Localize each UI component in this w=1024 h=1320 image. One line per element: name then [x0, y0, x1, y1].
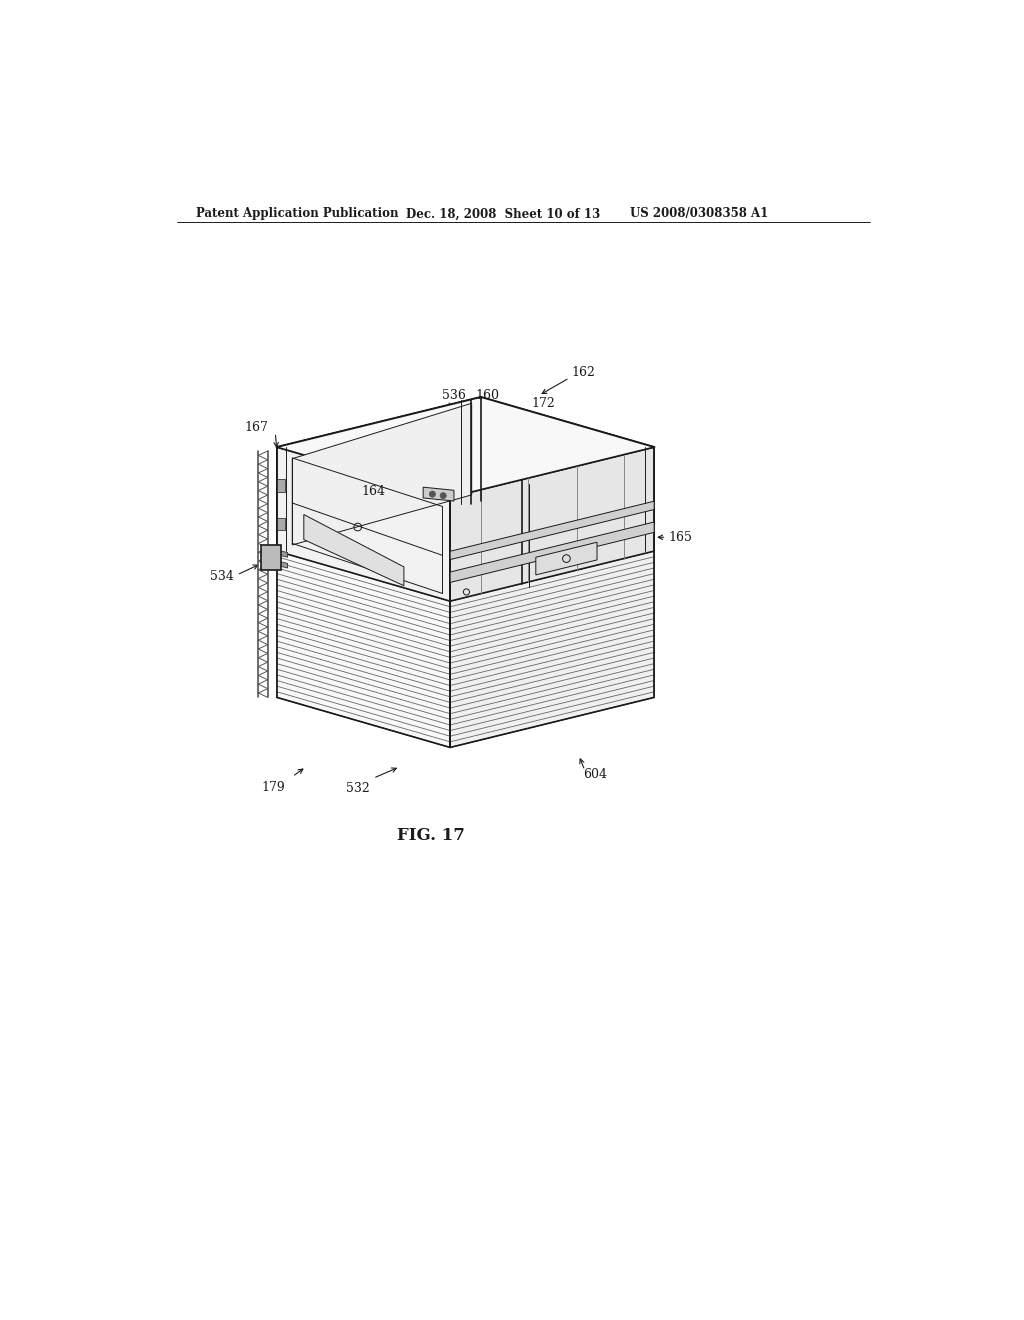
- Text: 164: 164: [361, 484, 386, 498]
- Polygon shape: [276, 479, 285, 492]
- Text: 179: 179: [261, 780, 285, 793]
- Polygon shape: [282, 552, 288, 557]
- Polygon shape: [282, 562, 288, 568]
- Text: 160: 160: [475, 389, 500, 403]
- Polygon shape: [276, 552, 451, 747]
- Text: 604: 604: [584, 768, 607, 781]
- Polygon shape: [423, 487, 454, 502]
- Polygon shape: [451, 552, 654, 747]
- Polygon shape: [451, 521, 654, 582]
- Text: 172: 172: [531, 397, 555, 409]
- Circle shape: [440, 492, 446, 499]
- Polygon shape: [292, 404, 472, 545]
- Text: FIG. 17: FIG. 17: [397, 828, 465, 845]
- Text: 165: 165: [668, 531, 692, 544]
- Polygon shape: [536, 543, 597, 576]
- Text: 162: 162: [571, 366, 595, 379]
- Text: 167: 167: [245, 421, 268, 434]
- Text: 534: 534: [210, 570, 233, 583]
- Polygon shape: [276, 447, 451, 601]
- Text: Dec. 18, 2008  Sheet 10 of 13: Dec. 18, 2008 Sheet 10 of 13: [407, 207, 600, 220]
- Polygon shape: [304, 515, 403, 586]
- Text: 536: 536: [442, 389, 466, 403]
- Polygon shape: [451, 447, 654, 601]
- Text: US 2008/0308358 A1: US 2008/0308358 A1: [630, 207, 768, 220]
- Text: 532: 532: [346, 781, 370, 795]
- Polygon shape: [261, 545, 282, 570]
- Polygon shape: [451, 502, 654, 560]
- Polygon shape: [276, 517, 285, 531]
- Text: Patent Application Publication: Patent Application Publication: [196, 207, 398, 220]
- Circle shape: [429, 491, 435, 498]
- Polygon shape: [276, 397, 654, 498]
